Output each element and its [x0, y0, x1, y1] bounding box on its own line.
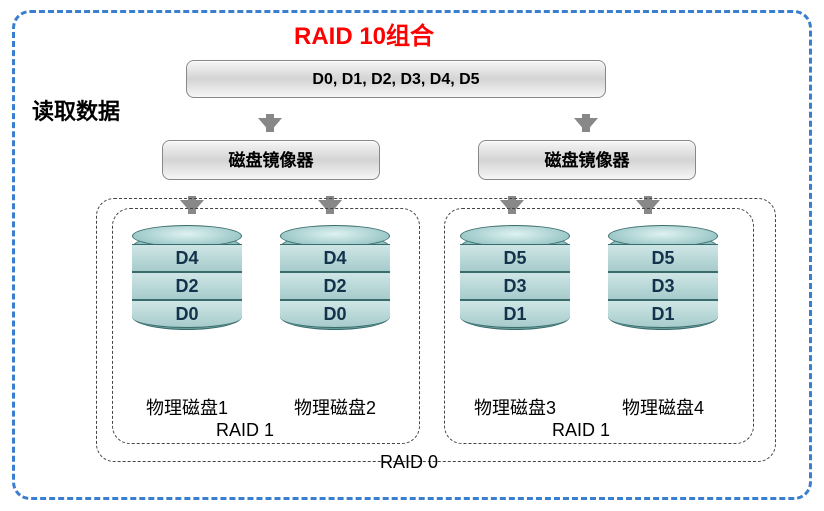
disk-band: D5 — [460, 244, 570, 272]
physical-disk-1: D4D2D0 — [132, 234, 242, 330]
flow-arrow-icon — [258, 118, 282, 132]
diagram-canvas: RAID 10组合 读取数据 D0, D1, D2, D3, D4, D5 磁盘… — [0, 0, 824, 511]
mirror-label: 磁盘镜像器 — [545, 151, 630, 170]
disk-band: D4 — [280, 244, 390, 272]
disk-label-1: 物理磁盘1 — [112, 394, 262, 420]
mirror-label: 磁盘镜像器 — [229, 151, 314, 170]
data-sequence-text: D0, D1, D2, D3, D4, D5 — [312, 71, 479, 88]
disk-band: D3 — [460, 272, 570, 300]
disk-band: D1 — [460, 300, 570, 328]
disk-band: D2 — [280, 272, 390, 300]
raid1-label-1: RAID 1 — [216, 420, 274, 441]
diagram-title: RAID 10组合 — [294, 16, 434, 51]
disk-band: D1 — [608, 300, 718, 328]
physical-disk-3: D5D3D1 — [460, 234, 570, 330]
physical-disk-4: D5D3D1 — [608, 234, 718, 330]
disk-band: D2 — [132, 272, 242, 300]
mirror-bar-2: 磁盘镜像器 — [478, 140, 696, 180]
side-label: 读取数据 — [32, 94, 120, 126]
disk-band: D3 — [608, 272, 718, 300]
raid0-label: RAID 0 — [380, 452, 438, 473]
disk-label-4: 物理磁盘4 — [588, 394, 738, 420]
flow-arrow-icon — [574, 118, 598, 132]
disk-label-2: 物理磁盘2 — [260, 394, 410, 420]
data-sequence-bar: D0, D1, D2, D3, D4, D5 — [186, 60, 606, 98]
disk-band: D0 — [280, 300, 390, 328]
disk-band: D4 — [132, 244, 242, 272]
mirror-bar-1: 磁盘镜像器 — [162, 140, 380, 180]
disk-band: D5 — [608, 244, 718, 272]
disk-band: D0 — [132, 300, 242, 328]
disk-label-3: 物理磁盘3 — [440, 394, 590, 420]
physical-disk-2: D4D2D0 — [280, 234, 390, 330]
raid1-label-2: RAID 1 — [552, 420, 610, 441]
